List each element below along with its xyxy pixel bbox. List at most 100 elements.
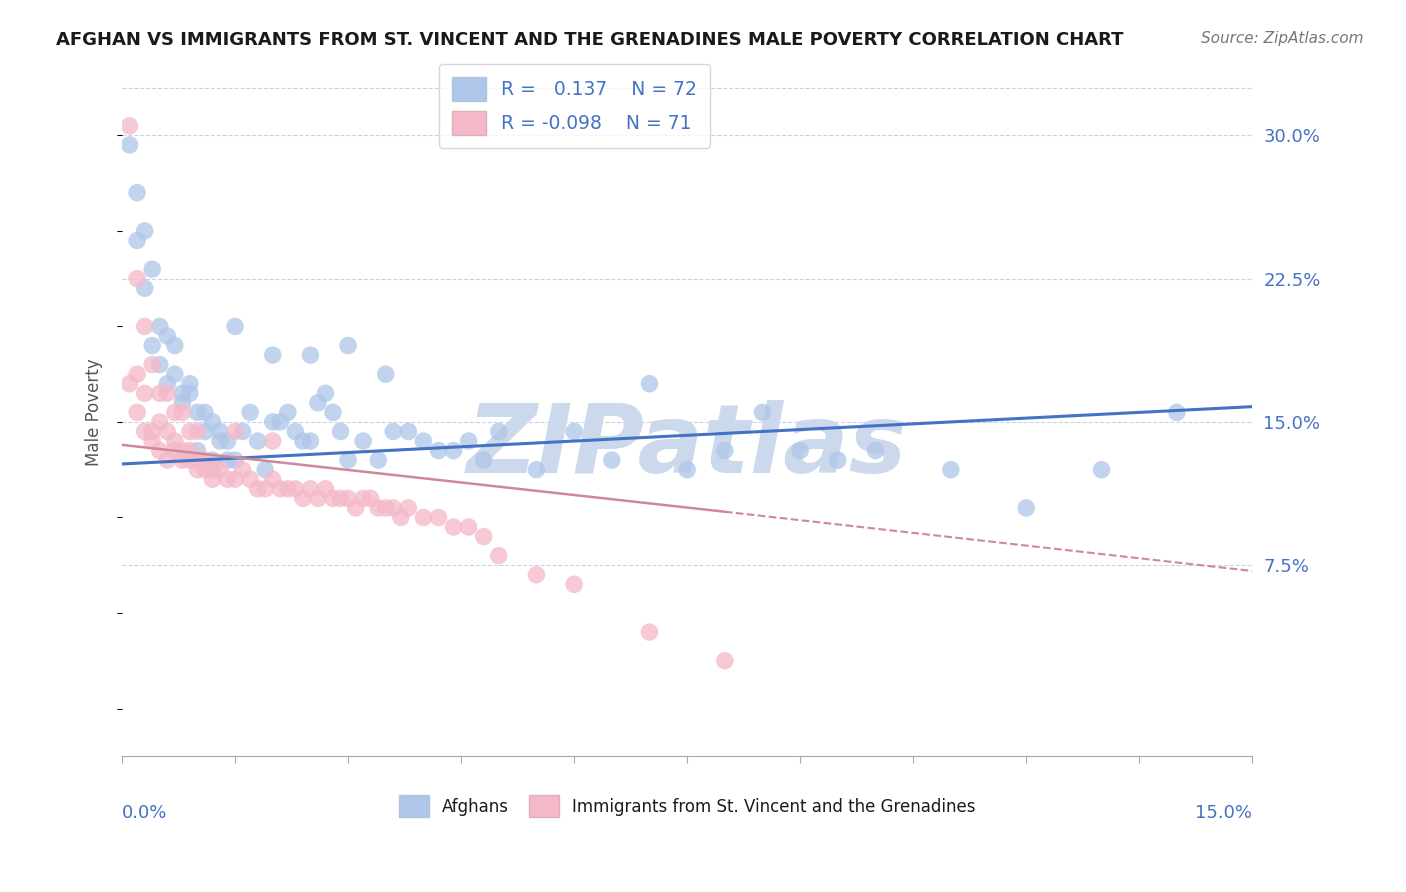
Text: Source: ZipAtlas.com: Source: ZipAtlas.com	[1201, 31, 1364, 46]
Point	[201, 463, 224, 477]
Point	[134, 425, 156, 439]
Point	[367, 453, 389, 467]
Point	[269, 415, 291, 429]
Point	[600, 453, 623, 467]
Point	[262, 434, 284, 448]
Point	[262, 472, 284, 486]
Point	[360, 491, 382, 506]
Point	[714, 443, 737, 458]
Point	[179, 386, 201, 401]
Point	[149, 319, 172, 334]
Point	[396, 425, 419, 439]
Point	[179, 425, 201, 439]
Text: 15.0%: 15.0%	[1195, 805, 1253, 822]
Point	[156, 453, 179, 467]
Point	[194, 405, 217, 419]
Point	[127, 234, 149, 248]
Point	[194, 463, 217, 477]
Point	[127, 271, 149, 285]
Text: AFGHAN VS IMMIGRANTS FROM ST. VINCENT AND THE GRENADINES MALE POVERTY CORRELATIO: AFGHAN VS IMMIGRANTS FROM ST. VINCENT AN…	[56, 31, 1123, 49]
Point	[201, 453, 224, 467]
Point	[156, 425, 179, 439]
Point	[307, 491, 329, 506]
Point	[163, 367, 186, 381]
Point	[141, 262, 163, 277]
Point	[179, 376, 201, 391]
Point	[488, 425, 510, 439]
Point	[488, 549, 510, 563]
Point	[217, 453, 239, 467]
Point	[163, 405, 186, 419]
Point	[472, 453, 495, 467]
Point	[277, 405, 299, 419]
Point	[1015, 500, 1038, 515]
Point	[427, 443, 450, 458]
Point	[352, 491, 374, 506]
Point	[118, 137, 141, 152]
Text: 0.0%: 0.0%	[122, 805, 167, 822]
Point	[134, 281, 156, 295]
Point	[291, 434, 314, 448]
Point	[299, 348, 322, 362]
Point	[141, 434, 163, 448]
Point	[1166, 405, 1188, 419]
Point	[118, 119, 141, 133]
Point	[269, 482, 291, 496]
Point	[217, 472, 239, 486]
Point	[163, 434, 186, 448]
Point	[172, 453, 194, 467]
Point	[299, 482, 322, 496]
Point	[224, 319, 246, 334]
Point	[714, 654, 737, 668]
Point	[389, 510, 412, 524]
Point	[186, 443, 208, 458]
Point	[262, 415, 284, 429]
Point	[322, 491, 344, 506]
Point	[638, 625, 661, 640]
Point	[329, 425, 352, 439]
Point	[208, 425, 231, 439]
Point	[352, 434, 374, 448]
Point	[186, 425, 208, 439]
Point	[314, 482, 336, 496]
Point	[638, 376, 661, 391]
Point	[149, 358, 172, 372]
Point	[382, 500, 405, 515]
Point	[374, 500, 396, 515]
Point	[344, 500, 367, 515]
Point	[232, 463, 254, 477]
Point	[172, 386, 194, 401]
Point	[254, 482, 277, 496]
Point	[149, 415, 172, 429]
Point	[291, 491, 314, 506]
Point	[751, 405, 773, 419]
Point	[472, 530, 495, 544]
Point	[457, 520, 479, 534]
Point	[186, 405, 208, 419]
Point	[172, 443, 194, 458]
Point	[246, 482, 269, 496]
Point	[208, 434, 231, 448]
Point	[186, 463, 208, 477]
Point	[134, 224, 156, 238]
Point	[337, 453, 360, 467]
Point	[127, 367, 149, 381]
Point	[194, 425, 217, 439]
Point	[141, 338, 163, 352]
Point	[156, 386, 179, 401]
Point	[526, 463, 548, 477]
Point	[1090, 463, 1112, 477]
Point	[412, 510, 434, 524]
Point	[224, 453, 246, 467]
Point	[134, 386, 156, 401]
Point	[172, 405, 194, 419]
Legend: Afghans, Immigrants from St. Vincent and the Grenadines: Afghans, Immigrants from St. Vincent and…	[392, 789, 983, 823]
Point	[322, 405, 344, 419]
Y-axis label: Male Poverty: Male Poverty	[86, 359, 103, 467]
Point	[443, 520, 465, 534]
Point	[194, 453, 217, 467]
Point	[789, 443, 811, 458]
Point	[239, 472, 262, 486]
Point	[224, 472, 246, 486]
Point	[224, 425, 246, 439]
